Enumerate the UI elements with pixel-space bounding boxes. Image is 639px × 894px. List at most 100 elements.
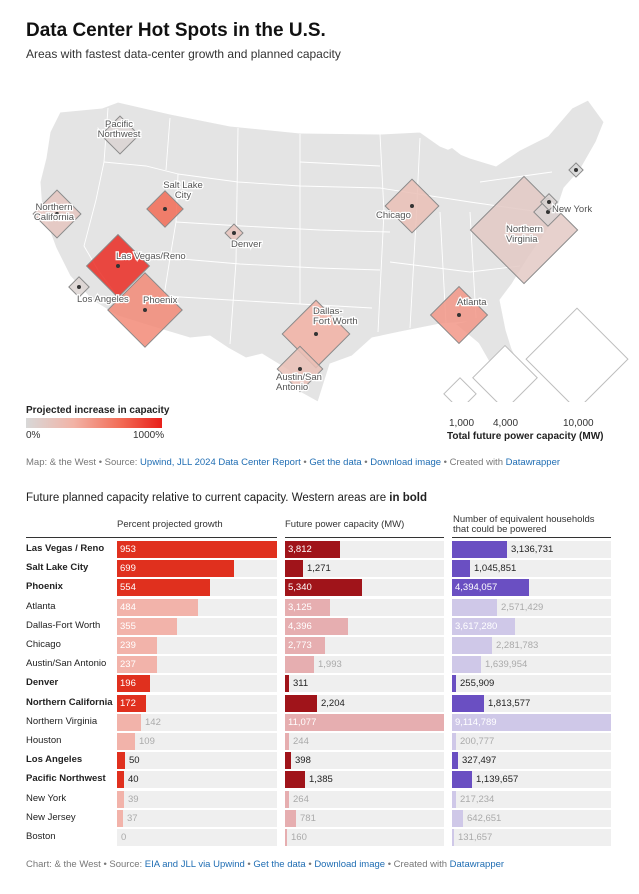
column-header-households: Number of equivalent households that cou… <box>453 514 595 535</box>
power-value-label: 160 <box>291 832 307 843</box>
households-bar <box>452 617 515 635</box>
map-marker-dot <box>457 313 461 317</box>
growth-value-label: 172 <box>120 697 136 709</box>
map-marker-dot <box>314 332 318 336</box>
row-label: Los Angeles <box>26 754 83 766</box>
growth-bar <box>117 713 141 731</box>
row-label: Dallas-Fort Worth <box>26 619 101 631</box>
map-marker-dot <box>118 133 122 137</box>
growth-bar-track: 953 <box>117 541 277 558</box>
map-datawrapper-link[interactable]: Datawrapper <box>505 457 561 468</box>
state-border-line <box>163 295 373 309</box>
map-label-austin-san-antonio: Austin/San <box>276 372 322 383</box>
state-border-line <box>169 257 381 271</box>
power-value-label: 244 <box>293 736 309 747</box>
row-label: Chicago <box>26 639 61 650</box>
state-borders <box>83 107 553 345</box>
table-datawrapper-link[interactable]: Datawrapper <box>449 859 505 870</box>
state-border-line <box>299 161 381 167</box>
growth-bar-track: 50 <box>117 752 277 770</box>
power-bar-track: 2,204 <box>285 694 444 712</box>
map-label-northern-california: Northern <box>36 202 73 213</box>
map-label-northern-california: California <box>34 212 75 223</box>
table-source: Chart: & the West • Source: EIA and JLL … <box>26 859 504 870</box>
power-value-label: 1,385 <box>309 774 333 786</box>
households-bar-track: 2,571,429 <box>452 598 611 616</box>
power-value-label: 1,993 <box>318 659 342 671</box>
size-legend-title: Total future power capacity (MW) <box>447 431 604 442</box>
map-source-link[interactable]: Upwind, JLL 2024 Data Center Report <box>140 457 301 468</box>
power-bar-track: 160 <box>285 829 444 846</box>
map-marker-dot <box>547 200 551 204</box>
power-bar-track: 1,271 <box>285 560 444 578</box>
power-bar-track: 3,812 <box>285 541 444 558</box>
map-get-data-link[interactable]: Get the data <box>309 457 362 468</box>
map-download-image-link[interactable]: Download image <box>370 457 442 468</box>
map-source-sep: • <box>361 457 371 468</box>
map-source: Map: & the West • Source: Upwind, JLL 20… <box>26 457 560 468</box>
table-source-link[interactable]: EIA and JLL via Upwind <box>144 859 245 870</box>
households-value-label: 131,657 <box>458 832 493 843</box>
households-bar <box>452 713 611 731</box>
header-rule <box>285 537 444 538</box>
map-marker-dot <box>410 204 414 208</box>
power-value-label: 398 <box>295 755 311 767</box>
power-value-label: 2,204 <box>321 697 345 709</box>
growth-bar-track: 699 <box>117 560 277 578</box>
power-bar <box>285 790 289 808</box>
map-marker-dot <box>55 212 59 216</box>
chart-title: Data Center Hot Spots in the U.S. <box>26 20 326 41</box>
map-marker-dot <box>574 168 578 172</box>
households-bar-track: 1,045,851 <box>452 560 611 578</box>
row-label: Austin/San Antonio <box>26 658 107 670</box>
power-value-label: 5,340 <box>288 582 312 594</box>
households-value-label: 1,813,577 <box>488 697 531 709</box>
growth-bar <box>117 637 157 654</box>
size-legend-diamond <box>443 377 477 402</box>
households-bar <box>452 733 456 750</box>
power-value-label: 11,077 <box>288 716 317 728</box>
power-bar-track: 244 <box>285 733 444 750</box>
households-value-label: 642,651 <box>467 812 502 824</box>
table-download-image-link[interactable]: Download image <box>314 859 386 870</box>
table-source-suffix: • Created with <box>385 859 450 870</box>
growth-bar <box>117 560 234 578</box>
state-border-line <box>177 173 381 189</box>
row-label: Northern California <box>26 696 113 708</box>
map-label-salt-lake-city: City <box>175 190 192 201</box>
map-label-phoenix: Phoenix <box>143 295 178 306</box>
power-bar <box>285 829 287 846</box>
size-legend-label-10000: 10,000 <box>563 418 594 429</box>
growth-bar-track: 172 <box>117 694 277 712</box>
growth-bar <box>117 752 125 770</box>
households-value-label: 4,394,057 <box>455 582 498 594</box>
households-bar <box>452 790 456 808</box>
households-value-label: 3,617,280 <box>455 620 498 632</box>
map-label-denver: Denver <box>231 239 262 250</box>
households-bar-track: 9,114,789 <box>452 713 611 731</box>
power-bar <box>285 713 444 731</box>
growth-bar <box>117 617 177 635</box>
power-bar-track: 781 <box>285 809 444 827</box>
state-border-line <box>175 221 391 233</box>
map-source-suffix: • Created with <box>441 457 506 468</box>
growth-bar <box>117 771 124 789</box>
households-bar-track: 2,281,783 <box>452 637 611 654</box>
state-border-line <box>377 133 385 333</box>
power-bar <box>285 809 296 827</box>
map-source-sep: • <box>300 457 310 468</box>
table-get-data-link[interactable]: Get the data <box>253 859 306 870</box>
table-heading-bold: in bold <box>389 492 427 504</box>
growth-value-label: 37 <box>127 812 138 824</box>
growth-value-label: 484 <box>120 601 136 613</box>
growth-bar-track: 196 <box>117 675 277 693</box>
growth-bar <box>117 541 277 558</box>
growth-bar <box>117 598 198 616</box>
power-value-label: 4,396 <box>288 620 312 632</box>
map-marker-dot <box>143 308 147 312</box>
growth-bar-track: 142 <box>117 713 277 731</box>
map-marker-dot <box>232 231 236 235</box>
growth-value-label: 239 <box>120 640 136 651</box>
color-legend-gradient <box>26 418 162 428</box>
